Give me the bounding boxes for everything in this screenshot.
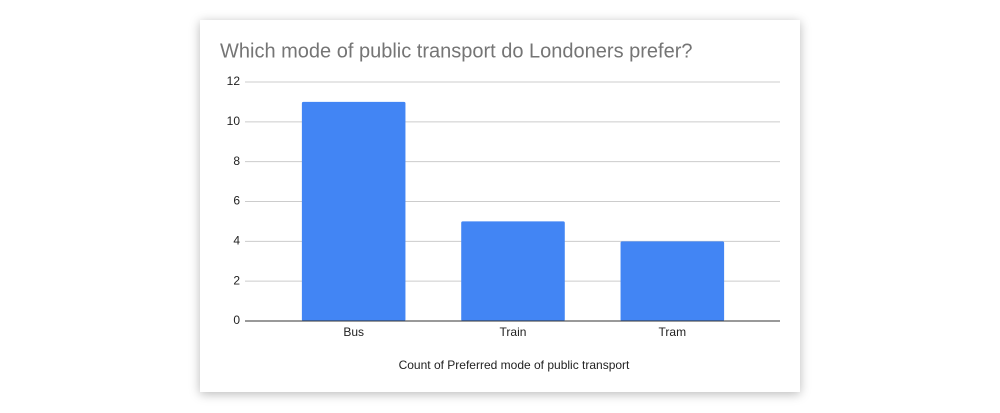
y-tick-label: 4 [233, 234, 240, 248]
y-tick-label: 6 [233, 194, 240, 208]
x-tick-label: Bus [343, 325, 364, 339]
y-tick-label: 10 [227, 114, 241, 128]
bar [301, 101, 406, 322]
chart-title: Which mode of public transport do London… [220, 40, 693, 62]
x-axis-label: Count of Preferred mode of public transp… [399, 358, 630, 372]
x-tick-label: Train [500, 325, 527, 339]
y-tick-label: 0 [233, 313, 240, 327]
bar [620, 241, 725, 321]
y-tick-label: 12 [227, 74, 241, 88]
x-tick-label: Tram [659, 325, 687, 339]
y-tick-label: 8 [233, 154, 240, 168]
bar [461, 221, 565, 321]
y-tick-label: 2 [233, 273, 240, 287]
